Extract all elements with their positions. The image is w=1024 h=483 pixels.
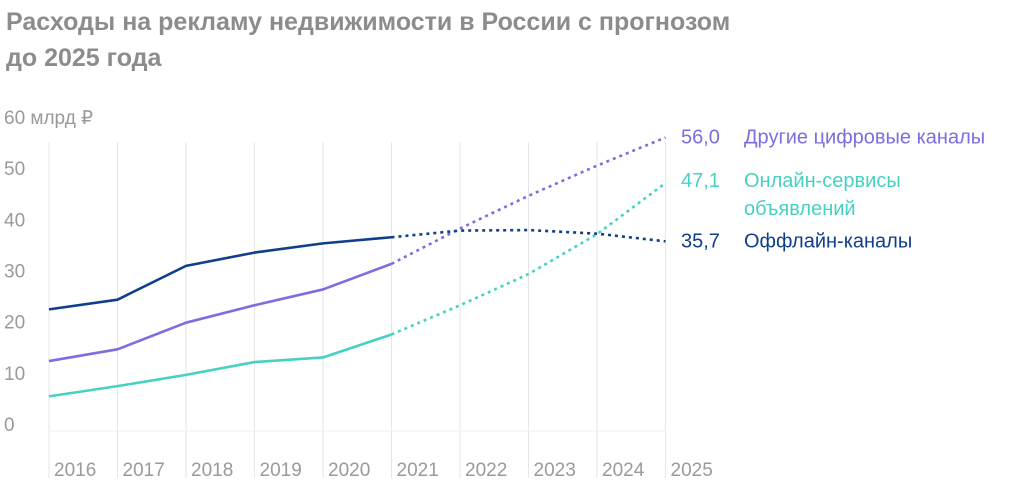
x-tick-2024: 2024 xyxy=(602,460,645,481)
x-tick-2022: 2022 xyxy=(465,460,507,481)
x-tick-2020: 2020 xyxy=(328,460,370,481)
series-0-end-value: 56,0 xyxy=(681,126,720,148)
chart-title-line-2: до 2025 года xyxy=(6,44,162,72)
series-1-name-line-1: Онлайн-сервисы xyxy=(744,170,901,192)
y-tick-50: 50 xyxy=(4,159,25,180)
x-tick-2023: 2023 xyxy=(534,460,576,481)
series-0-name-line-1: Другие цифровые каналы xyxy=(744,126,985,148)
x-axis: 2016 2017 2018 2019 2020 2021 2022 2023 2024 2025 xyxy=(54,460,713,481)
y-tick-20: 20 xyxy=(4,313,25,334)
chart-title: Расходы на рекламу недвижимости в России… xyxy=(6,4,966,76)
y-tick-40: 40 xyxy=(4,210,25,231)
series-0-forecast-line xyxy=(390,136,666,266)
series-2-name-line-1: Оффлайн-каналы xyxy=(744,230,912,252)
series-lines xyxy=(48,136,667,398)
series-0-actual-line xyxy=(48,262,392,363)
grid xyxy=(48,142,666,478)
x-tick-2018: 2018 xyxy=(191,460,233,481)
y-tick-0: 0 xyxy=(4,415,15,436)
series-1-actual-line xyxy=(48,333,392,398)
x-tick-2025: 2025 xyxy=(671,460,713,481)
y-axis: 0 10 20 30 40 50 60 млрд ₽ xyxy=(4,108,93,436)
x-tick-2021: 2021 xyxy=(397,460,439,481)
series-1-forecast-line xyxy=(390,181,667,336)
y-tick-30: 30 xyxy=(4,262,25,283)
x-tick-2017: 2017 xyxy=(123,460,165,481)
series-2-end-value: 35,7 xyxy=(681,230,720,252)
series-2-actual-line xyxy=(48,235,392,311)
y-tick-10: 10 xyxy=(4,364,25,385)
series-1-end-value: 47,1 xyxy=(681,170,720,192)
x-tick-2016: 2016 xyxy=(54,460,96,481)
series-labels: 56,0 Другие цифровые каналы 47,1 Онлайн-сер… xyxy=(681,126,985,252)
series-1-name-line-2: объявлений xyxy=(744,198,856,220)
chart-title-line-1: Расходы на рекламу недвижимости в России… xyxy=(6,8,731,36)
y-unit-label: 60 млрд ₽ xyxy=(4,108,93,129)
x-tick-2019: 2019 xyxy=(260,460,302,481)
